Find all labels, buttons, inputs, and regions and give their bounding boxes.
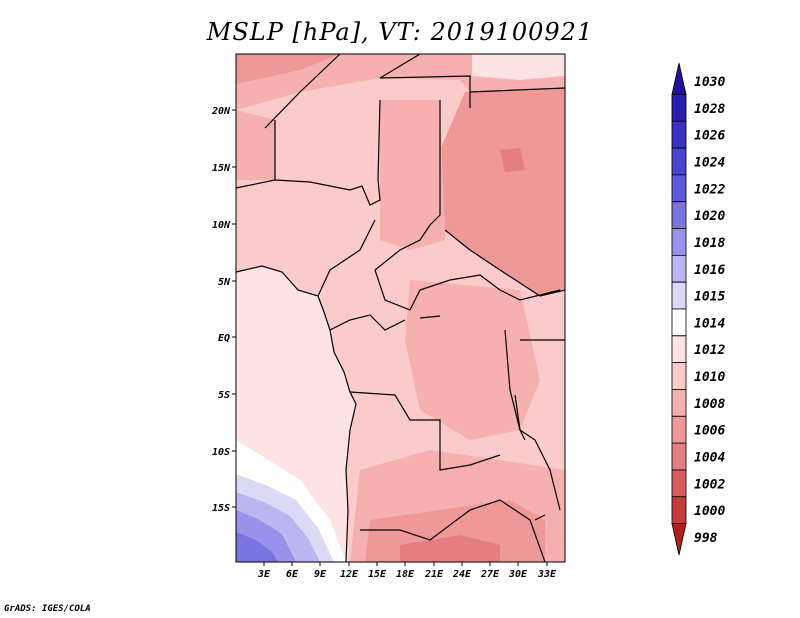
lat-label: 20N: [211, 106, 231, 117]
credit-text: GrADS: IGES/COLA: [4, 604, 91, 614]
high-zone-1020: [236, 532, 278, 562]
lon-label: 30E: [508, 569, 528, 580]
legend-label: 1012: [694, 343, 725, 358]
lon-label: 12E: [340, 569, 359, 580]
lake-kariba: [534, 514, 546, 521]
colorbar-legend: 1030 1028 1026 1024 1022 1020 1018 1016 1015 1014…: [671, 62, 725, 556]
map-panel: [236, 54, 565, 562]
legend-label: 1000: [694, 504, 725, 519]
lat-label: 10N: [212, 220, 231, 231]
legend-swatch: [671, 147, 687, 176]
lat-ticks: [232, 109, 236, 508]
legend-label: 1006: [694, 424, 725, 439]
lake-tanganyika: [514, 394, 526, 441]
congo-low: [405, 280, 540, 440]
chad-low: [380, 100, 445, 250]
border-niger-nigeria: [274, 99, 381, 206]
legend-swatch: [671, 362, 687, 390]
legend-label: 1022: [694, 182, 725, 197]
border-angola-zambia: [360, 499, 546, 563]
lon-label: 15E: [368, 569, 387, 580]
lon-label: 24E: [452, 569, 472, 580]
border-nigeria-cameroon: [317, 219, 376, 297]
legend-label: 1010: [694, 370, 725, 385]
border-libya-niger: [379, 53, 421, 79]
border-car-south: [374, 269, 561, 311]
zambia-core-low: [400, 535, 500, 562]
legend-swatch: [671, 120, 687, 149]
border-sudan-south: [444, 229, 566, 297]
legend-label: 1026: [694, 129, 725, 144]
lon-label: 21E: [424, 569, 444, 580]
lon-axis: 3E 6E 9E 12E 15E 18E 21E 24E 27E 30E 33E: [257, 569, 557, 580]
lat-label: 10S: [212, 447, 230, 458]
north-east-high: [472, 54, 565, 80]
legend-label: 1015: [694, 290, 725, 305]
lon-ticks: [263, 562, 548, 566]
legend-swatch: [671, 389, 687, 417]
lon-label: 9E: [314, 569, 327, 580]
lon-label: 27E: [480, 569, 500, 580]
map-frame: [235, 53, 566, 563]
legend-label: 1008: [694, 397, 725, 412]
legend-swatch: [671, 496, 687, 524]
legend-label: 1014: [694, 316, 725, 331]
lake-mark-1: [419, 315, 441, 319]
lon-label: 33E: [537, 569, 557, 580]
legend-swatch: [671, 523, 687, 556]
lat-axis: 20N 15N 10N 5N EQ 5S 10S 15S: [211, 106, 231, 514]
lat-label: 15S: [212, 503, 230, 514]
legend-label: 1018: [694, 236, 725, 251]
legend-swatch: [671, 174, 687, 203]
border-cameroon-congo: [329, 314, 406, 331]
lon-label: 18E: [396, 569, 415, 580]
legend-swatch: [671, 62, 687, 95]
legend-swatch: [671, 254, 687, 283]
legend-swatch: [671, 228, 687, 256]
sudan-low: [440, 88, 565, 296]
lat-label: EQ: [218, 333, 230, 344]
border-east-rift: [504, 329, 561, 511]
legend-swatch: [671, 281, 687, 310]
legend-label: 1030: [694, 75, 725, 90]
north-west-low: [236, 54, 340, 84]
lat-label: 5N: [218, 277, 231, 288]
legend-swatch: [671, 415, 687, 444]
country-borders: [235, 53, 566, 563]
lat-label: 5S: [218, 390, 230, 401]
legend-label: 1004: [694, 451, 725, 466]
chart-title: MSLP [hPa], VT: 2019100921: [206, 18, 594, 46]
legend-label: 1020: [694, 209, 725, 224]
border-sudan-egypt: [469, 87, 566, 93]
border-angola-drc: [349, 391, 501, 471]
border-chad-libya: [379, 75, 471, 108]
legend-label: 1016: [694, 263, 725, 278]
legend-swatch: [671, 469, 687, 498]
legend-swatch: [671, 94, 687, 122]
legend-swatch: [671, 335, 687, 364]
border-chad-sudan: [374, 100, 441, 271]
border-mali-algeria: [264, 53, 341, 129]
west-sahel-low: [236, 110, 275, 180]
lon-label: 6E: [286, 569, 299, 580]
legend-swatch: [671, 442, 687, 471]
legend-label: 998: [694, 531, 718, 546]
legend-label: 1028: [694, 102, 725, 117]
coastline: [235, 265, 357, 563]
legend-swatch: [671, 201, 687, 229]
lat-label: 15N: [212, 163, 231, 174]
lon-label: 3E: [257, 569, 271, 580]
legend-swatch: [671, 308, 687, 337]
sudan-core-low: [500, 148, 525, 172]
legend-label: 1024: [694, 155, 725, 170]
legend-label: 1002: [694, 477, 725, 492]
